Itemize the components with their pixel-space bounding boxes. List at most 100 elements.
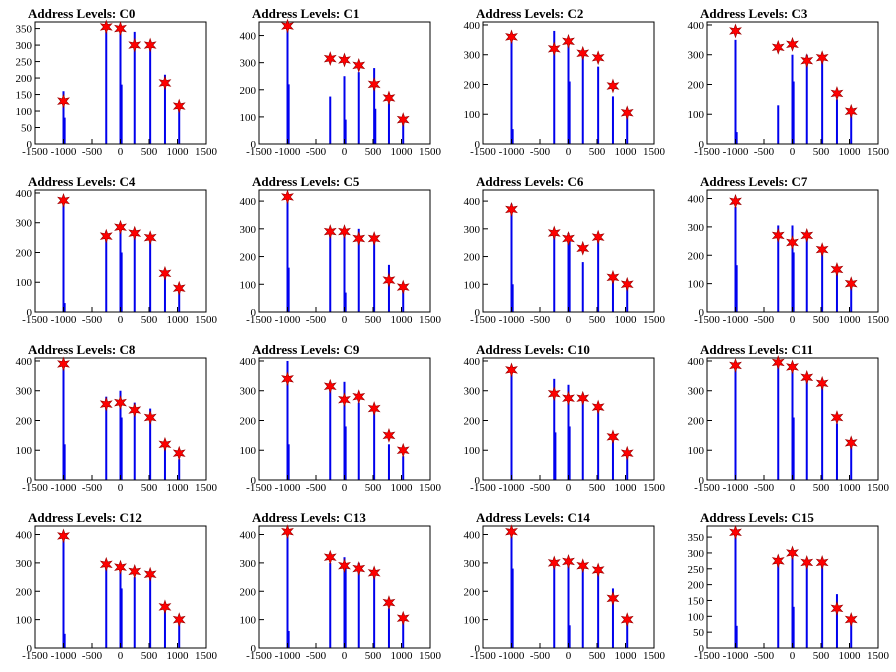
histogram-bar <box>287 444 290 480</box>
y-tick-label: 400 <box>240 530 257 542</box>
histogram-bar <box>597 234 600 312</box>
x-tick-label: 1500 <box>867 650 890 662</box>
histogram-bar <box>402 116 405 144</box>
y-tick-label: 400 <box>240 196 257 208</box>
x-tick-label: -500 <box>754 650 775 662</box>
peak-marker <box>338 558 351 574</box>
histogram-panel: Address Levels: C4 0 100 200 300 400 -1500 -100… <box>0 168 224 336</box>
y-tick-label: 300 <box>464 386 481 398</box>
peak-marker <box>382 595 396 611</box>
x-tick-label: 500 <box>365 146 382 158</box>
x-tick-label: 500 <box>813 650 830 662</box>
x-tick-label: -500 <box>306 650 327 662</box>
x-tick-label: -1000 <box>723 482 749 494</box>
y-tick-label: 0 <box>251 139 257 151</box>
histogram-bar <box>735 265 738 312</box>
histogram-bar <box>791 54 794 145</box>
x-tick-label: 1500 <box>867 146 890 158</box>
histogram-svg: Address Levels: C0 0 50 100 150 200 250 300 350 -… <box>16 6 218 158</box>
y-tick-label: 300 <box>464 558 481 570</box>
panel-title: Address Levels: C6 <box>476 174 584 189</box>
peak-marker <box>800 369 814 385</box>
peak-marker <box>576 45 590 61</box>
peak-marker <box>352 389 366 405</box>
peak-marker <box>771 227 785 243</box>
peak-marker <box>99 556 113 572</box>
histogram-panel: Address Levels: C3 0 100 200 300 400 -1500 -100… <box>672 0 896 168</box>
histogram-panel: Address Levels: C6 0 100 200 300 400 -1500 -100… <box>448 168 672 336</box>
x-tick-label: 1500 <box>419 650 442 662</box>
x-tick-label: -1000 <box>275 146 301 158</box>
y-tick-label: 300 <box>16 40 33 52</box>
x-tick-label: 1500 <box>643 314 666 326</box>
histogram-bar <box>344 119 347 144</box>
histogram-bar <box>63 303 66 312</box>
x-tick-label: 1000 <box>615 482 638 494</box>
histogram-bar <box>554 432 557 480</box>
histogram-bar <box>626 450 629 480</box>
histogram-bar <box>149 234 152 312</box>
y-tick-label: 0 <box>475 307 481 319</box>
peak-marker <box>786 545 799 561</box>
histogram-bar <box>626 287 629 312</box>
histogram-bar <box>734 537 737 648</box>
y-tick-label: 100 <box>464 109 481 121</box>
histogram-bar <box>343 76 346 144</box>
peak-marker <box>830 410 844 425</box>
y-tick-label: 0 <box>27 475 33 487</box>
histogram-bar <box>63 633 66 648</box>
x-tick-label: -1500 <box>694 146 720 158</box>
x-tick-label: 1500 <box>195 314 218 326</box>
histogram-svg: Address Levels: C11 0 100 200 300 400 -1500 -10… <box>688 342 890 494</box>
x-tick-label: 500 <box>141 146 158 158</box>
histogram-bar <box>133 402 136 480</box>
y-tick-label: 100 <box>464 615 481 627</box>
histogram-bar <box>344 426 347 480</box>
peak-marker <box>591 50 605 66</box>
histogram-bar <box>567 38 570 144</box>
x-tick-label: -500 <box>306 314 327 326</box>
histogram-bar <box>792 252 795 312</box>
peak-marker <box>505 362 518 378</box>
peak-marker <box>143 566 157 582</box>
y-tick-label: 100 <box>240 445 257 457</box>
histogram-panel: Address Levels: C1 0 100 200 300 400 -1500 -100… <box>224 0 448 168</box>
histogram-bar <box>805 54 808 145</box>
peak-marker <box>576 390 590 406</box>
histogram-bar <box>835 594 838 648</box>
y-tick-label: 300 <box>240 386 257 398</box>
x-tick-label: 1000 <box>615 314 638 326</box>
histogram-bar <box>149 408 152 480</box>
x-tick-label: 1000 <box>167 314 190 326</box>
peak-marker <box>396 279 410 295</box>
peak-marker <box>57 356 70 372</box>
peak-marker <box>620 612 634 628</box>
peak-marker <box>771 553 785 569</box>
histogram-bar <box>510 33 513 145</box>
x-tick-label: 1000 <box>839 314 862 326</box>
histogram-bar <box>105 31 108 144</box>
x-tick-label: -1000 <box>51 146 77 158</box>
x-tick-label: -1500 <box>470 146 496 158</box>
histogram-bar <box>510 528 513 648</box>
peak-marker <box>815 50 829 66</box>
x-tick-label: 1500 <box>419 314 442 326</box>
y-tick-label: 400 <box>240 31 257 43</box>
panel-title: Address Levels: C8 <box>28 342 136 357</box>
histogram-bar <box>178 459 181 480</box>
histogram-bar <box>149 45 152 144</box>
x-tick-label: 500 <box>589 146 606 158</box>
peak-marker <box>128 563 142 579</box>
y-tick-label: 300 <box>240 58 257 70</box>
y-tick-label: 300 <box>688 386 705 398</box>
peak-marker <box>367 231 381 246</box>
x-tick-label: -500 <box>306 146 327 158</box>
y-tick-label: 100 <box>240 112 257 124</box>
x-tick-label: -500 <box>530 146 551 158</box>
histogram-bar <box>373 237 376 312</box>
peak-marker <box>323 378 337 394</box>
peak-marker <box>128 402 142 418</box>
y-tick-label: 100 <box>688 611 705 623</box>
x-tick-label: 0 <box>790 146 796 158</box>
x-tick-label: -1000 <box>499 482 525 494</box>
